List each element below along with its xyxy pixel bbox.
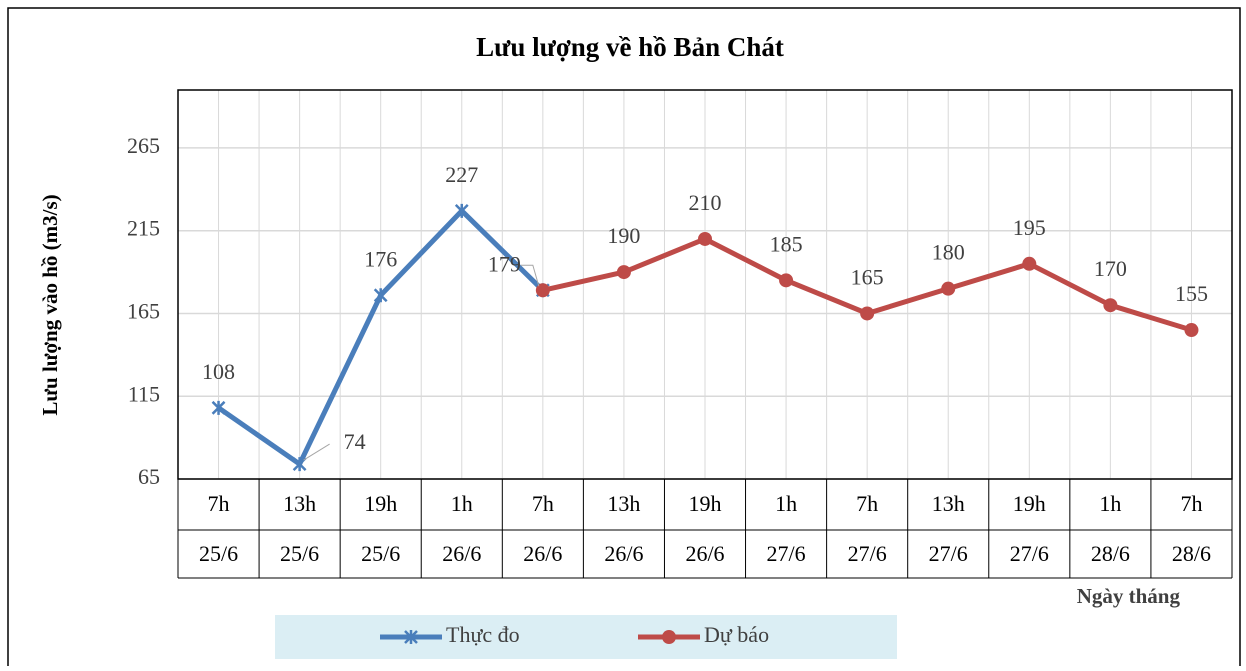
data-label: 108 [202, 359, 235, 384]
y-tick-label: 65 [138, 464, 160, 489]
legend-box [275, 615, 897, 659]
point [941, 281, 956, 296]
y-tick-label: 215 [127, 216, 160, 241]
legend-label: Dự báo [704, 622, 769, 647]
point [211, 400, 226, 415]
x-tick-label: 28/6 [1091, 541, 1130, 566]
point [535, 283, 550, 298]
x-tick-label: 26/6 [442, 541, 481, 566]
point [1184, 323, 1199, 338]
x-tick-label: 19h [689, 491, 722, 516]
data-label: 180 [932, 240, 965, 265]
x-tick-label: 27/6 [929, 541, 968, 566]
data-label: 185 [770, 231, 803, 256]
x-tick-label: 27/6 [767, 541, 806, 566]
data-label: 74 [344, 429, 366, 454]
point [454, 203, 469, 218]
point [373, 288, 388, 303]
x-tick-label: 1h [775, 491, 797, 516]
x-tick-label: 19h [364, 491, 397, 516]
x-tick-label: 25/6 [280, 541, 319, 566]
plot-frame [177, 89, 1233, 480]
point [1022, 256, 1037, 271]
point [1103, 298, 1118, 313]
data-label: 170 [1094, 256, 1127, 281]
x-tick-label: 13h [283, 491, 316, 516]
x-tick-label: 13h [607, 491, 640, 516]
x-tick-label: 7h [532, 491, 554, 516]
data-label: 227 [445, 162, 478, 187]
legend-label: Thực đo [446, 622, 520, 647]
x-tick-label: 26/6 [604, 541, 643, 566]
x-tick-label: 13h [932, 491, 965, 516]
data-label: 155 [1175, 281, 1208, 306]
x-tick-label: 1h [451, 491, 473, 516]
point [292, 457, 307, 472]
x-tick-label: 25/6 [199, 541, 238, 566]
y-tick-label: 165 [127, 299, 160, 324]
data-label: 179 [488, 251, 521, 276]
point [860, 306, 875, 321]
chart-title: Lưu lượng về hồ Bản Chát [476, 32, 784, 62]
x-tick-label: 7h [856, 491, 878, 516]
point [616, 265, 631, 280]
x-tick-label: 27/6 [1010, 541, 1049, 566]
y-tick-label: 115 [128, 381, 160, 406]
x-tick-label: 26/6 [685, 541, 724, 566]
leader-line [303, 443, 330, 461]
x-axis-label: Ngày tháng [1077, 584, 1181, 608]
x-tick-label: 7h [208, 491, 230, 516]
legend-marker [404, 630, 418, 644]
x-tick-label: 28/6 [1172, 541, 1211, 566]
x-tick-label: 19h [1013, 491, 1046, 516]
data-label: 190 [607, 223, 640, 248]
x-tick-label: 26/6 [523, 541, 562, 566]
x-tick-label: 1h [1099, 491, 1121, 516]
data-label: 165 [851, 265, 884, 290]
x-tick-label: 27/6 [848, 541, 887, 566]
data-label: 176 [364, 246, 397, 271]
point [698, 231, 712, 246]
x-tick-label: 25/6 [361, 541, 400, 566]
leader-line [520, 264, 540, 287]
data-label: 210 [689, 190, 722, 215]
point [779, 273, 794, 288]
legend-marker [662, 630, 676, 644]
data-label: 195 [1013, 215, 1046, 240]
y-axis-label: Lưu lượng vào hồ (m3/s) [38, 194, 62, 415]
x-tick-label: 7h [1180, 491, 1202, 516]
y-tick-label: 265 [127, 133, 160, 158]
